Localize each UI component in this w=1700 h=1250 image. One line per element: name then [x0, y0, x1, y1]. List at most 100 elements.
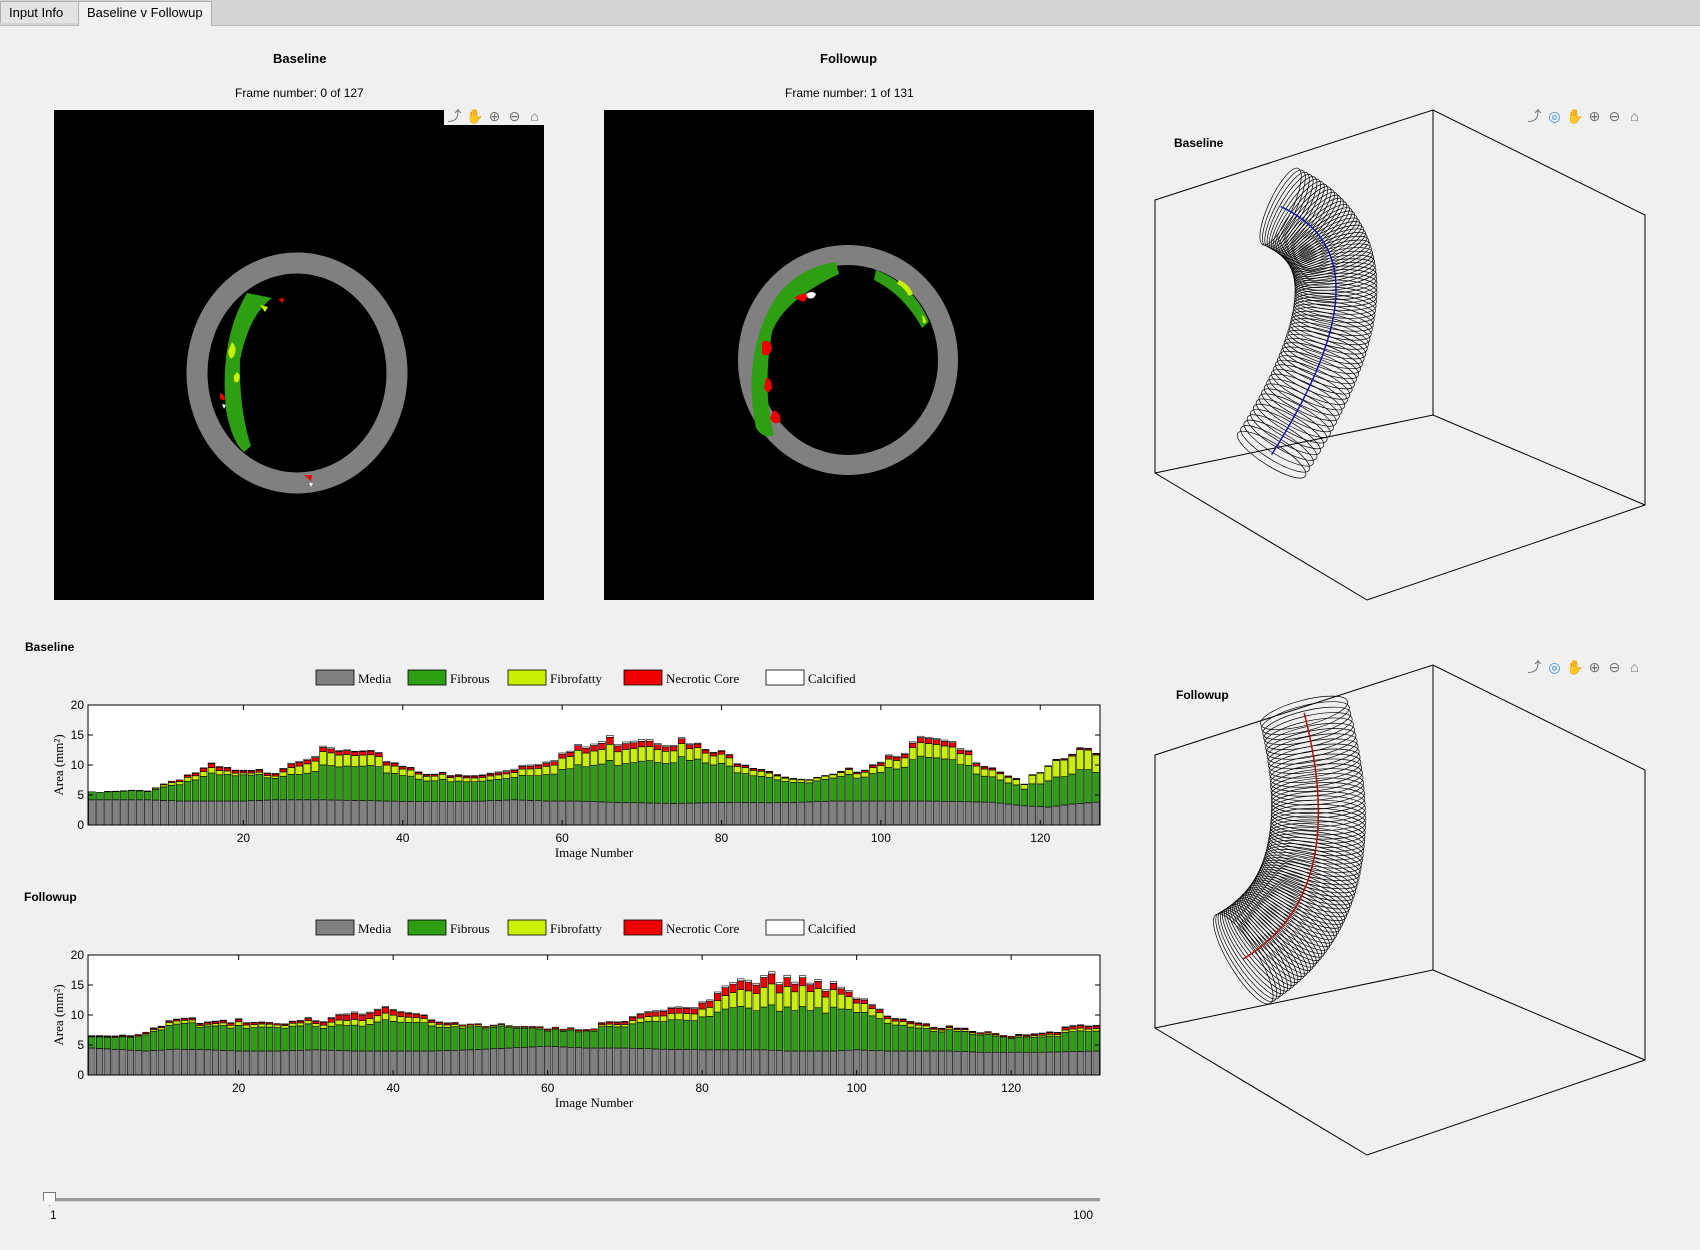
- bar-media: [150, 1050, 158, 1076]
- bar-calcified: [822, 989, 830, 992]
- bar-fibrofatty: [907, 1023, 915, 1028]
- bar-fibrous: [335, 766, 343, 801]
- bar-calcified: [630, 740, 638, 744]
- pan-hand-icon[interactable]: ✋: [466, 108, 484, 124]
- zoom-in-icon[interactable]: ⊕: [488, 108, 501, 124]
- bar-necrotic-core: [805, 779, 813, 781]
- bar-fibrofatty: [837, 772, 845, 777]
- rotate-3d-icon[interactable]: ◎: [1548, 659, 1561, 675]
- bar-fibrous: [706, 1016, 714, 1051]
- bar-fibrofatty: [451, 1024, 459, 1027]
- bar-media: [350, 1050, 359, 1076]
- bar-fibrous: [644, 1021, 652, 1050]
- pan-hand-icon[interactable]: ✋: [1566, 659, 1584, 675]
- followup-image-title: Followup: [820, 51, 878, 66]
- bar-fibrofatty: [1004, 777, 1013, 784]
- legend-swatch: [507, 919, 547, 936]
- baseline-ivus-image[interactable]: [54, 110, 544, 600]
- bar-fibrous: [829, 777, 837, 802]
- zoom-out-icon[interactable]: ⊖: [1608, 108, 1621, 124]
- bar-fibrofatty: [120, 790, 128, 792]
- x-tick-label: 40: [386, 1081, 400, 1095]
- bar-media: [709, 802, 718, 826]
- bar-fibrofatty: [877, 765, 885, 773]
- bar-necrotic-core: [420, 1015, 428, 1019]
- bar-media: [798, 1050, 807, 1076]
- bar-calcified: [829, 981, 838, 984]
- home-icon[interactable]: ⌂: [1630, 108, 1639, 124]
- bar-fibrous: [250, 1027, 258, 1052]
- bar-necrotic-core: [513, 1026, 521, 1028]
- bar-fibrous: [814, 1007, 822, 1052]
- zoom-out-icon[interactable]: ⊖: [508, 108, 521, 124]
- bar-fibrofatty: [381, 1012, 390, 1021]
- y-tick-label: 0: [77, 1068, 84, 1082]
- bar-fibrous: [861, 776, 869, 802]
- tab-input-info[interactable]: Input Info: [0, 1, 79, 23]
- followup-ivus-image[interactable]: [604, 110, 1094, 600]
- bar-media: [683, 1049, 691, 1076]
- bar-calcified: [428, 1019, 436, 1021]
- bar-calcified: [961, 1027, 969, 1029]
- bar-necrotic-core: [582, 1029, 590, 1031]
- bar-necrotic-core: [698, 1002, 706, 1010]
- bar-fibrous: [327, 765, 335, 801]
- bar-calcified: [685, 743, 694, 746]
- bar-fibrous: [119, 1036, 127, 1051]
- export-icon[interactable]: ⤴: [447, 108, 462, 124]
- bar-calcified: [606, 735, 614, 738]
- legend-swatch: [765, 919, 805, 936]
- bar-fibrous: [383, 772, 391, 802]
- export-icon[interactable]: ⤴: [1527, 659, 1542, 675]
- bar-calcified: [752, 982, 760, 986]
- bar-media: [961, 1051, 969, 1076]
- followup-media-ring: [738, 245, 958, 475]
- zoom-out-icon[interactable]: ⊖: [1608, 659, 1621, 675]
- bar-media: [725, 802, 734, 826]
- followup-3d-vessel-view[interactable]: [1150, 660, 1650, 1160]
- bar-calcified: [1069, 1025, 1077, 1027]
- bar-necrotic-core: [559, 1028, 567, 1031]
- bar-calcified: [405, 1012, 413, 1014]
- rotate-3d-icon[interactable]: ◎: [1548, 108, 1561, 124]
- bar-fibrous: [505, 1027, 513, 1049]
- frame-slider-thumb[interactable]: [43, 1192, 56, 1206]
- bar-fibrofatty: [845, 996, 853, 1010]
- bar-fibrofatty: [311, 760, 319, 772]
- bar-media: [590, 801, 598, 826]
- bar-calcified: [876, 1008, 884, 1011]
- bar-fibrofatty: [669, 750, 678, 764]
- zoom-in-icon[interactable]: ⊕: [1588, 659, 1601, 675]
- bar-media: [773, 802, 781, 826]
- bar-necrotic-core: [167, 780, 176, 783]
- bar-fibrous: [513, 1028, 521, 1048]
- pan-hand-icon[interactable]: ✋: [1566, 108, 1584, 124]
- bar-necrotic-core: [383, 761, 391, 766]
- bar-necrotic-core: [693, 743, 702, 749]
- baseline-vessel-mesh: [1236, 167, 1378, 479]
- zoom-in-icon[interactable]: ⊕: [1588, 108, 1601, 124]
- bar-media: [96, 799, 104, 826]
- bar-media: [821, 801, 829, 826]
- bar-calcified: [157, 1025, 165, 1027]
- bar-media: [180, 1049, 189, 1076]
- bar-calcified: [789, 778, 797, 780]
- bar-calcified: [311, 756, 319, 758]
- bar-media: [869, 800, 877, 826]
- bar-fibrofatty: [613, 1024, 621, 1028]
- bar-necrotic-core: [567, 1027, 575, 1030]
- tab-baseline-v-followup[interactable]: Baseline v Followup: [78, 1, 212, 26]
- home-icon[interactable]: ⌂: [1630, 659, 1639, 675]
- baseline-3d-vessel-view[interactable]: [1150, 105, 1650, 605]
- bar-fibrous: [167, 784, 176, 801]
- export-icon[interactable]: ⤴: [1527, 108, 1542, 124]
- bar-media: [160, 800, 168, 826]
- bar-media: [1020, 805, 1028, 826]
- home-icon[interactable]: ⌂: [530, 108, 539, 124]
- frame-slider-track[interactable]: [48, 1198, 1100, 1202]
- followup-calcified: [806, 292, 816, 299]
- bar-fibrous: [869, 773, 877, 802]
- bar-fibrous: [399, 775, 407, 802]
- bar-calcified: [312, 1020, 320, 1022]
- bar-media: [223, 800, 232, 826]
